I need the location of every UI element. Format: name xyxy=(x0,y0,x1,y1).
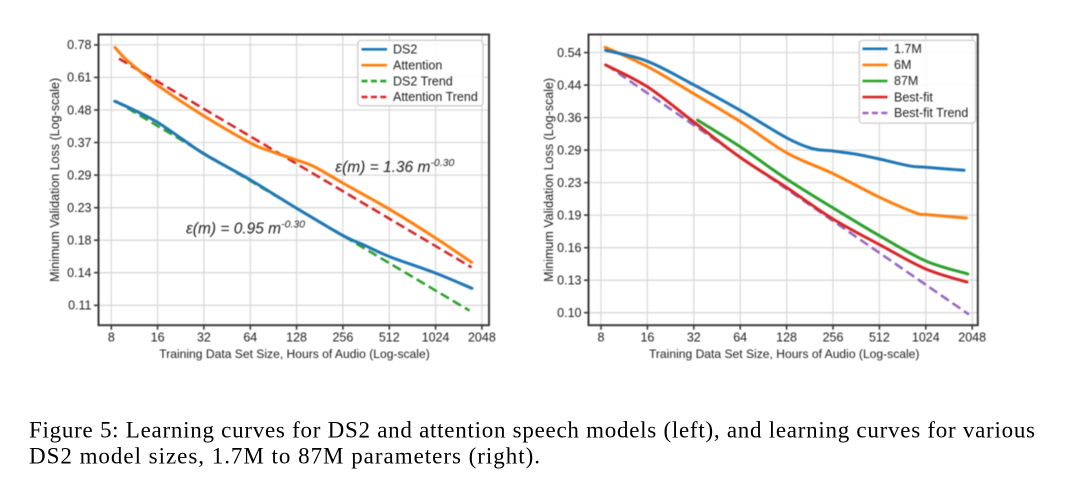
svg-text:0.44: 0.44 xyxy=(557,78,581,92)
svg-text:0.61: 0.61 xyxy=(67,71,91,85)
svg-text:Minimum Validation Loss (Log-s: Minimum Validation Loss (Log-scale) xyxy=(48,78,62,282)
svg-text:32: 32 xyxy=(197,331,211,345)
svg-text:256: 256 xyxy=(823,331,844,345)
svg-text:0.36: 0.36 xyxy=(557,111,581,125)
svg-text:1024: 1024 xyxy=(422,331,450,345)
svg-text:ε(m) = 0.95 m-0.30: ε(m) = 0.95 m-0.30 xyxy=(186,219,305,238)
svg-text:32: 32 xyxy=(687,331,701,345)
svg-text:16: 16 xyxy=(151,331,165,345)
svg-text:Figure 5: Learning curves for: Figure 5: Learning curves for DS2 and at… xyxy=(29,418,1035,443)
svg-text:87M: 87M xyxy=(894,74,918,88)
svg-text:DS2 Trend: DS2 Trend xyxy=(393,74,453,88)
svg-text:512: 512 xyxy=(869,331,890,345)
svg-text:6M: 6M xyxy=(894,58,911,72)
svg-text:512: 512 xyxy=(379,331,400,345)
svg-text:256: 256 xyxy=(332,331,353,345)
svg-text:0.13: 0.13 xyxy=(557,274,581,288)
svg-text:Minimum Validation Loss (Log-s: Minimum Validation Loss (Log-scale) xyxy=(542,78,556,282)
svg-text:0.48: 0.48 xyxy=(67,103,91,117)
svg-text:0.37: 0.37 xyxy=(67,136,91,150)
svg-text:Best-fit: Best-fit xyxy=(894,90,933,104)
svg-text:0.23: 0.23 xyxy=(557,176,581,190)
svg-text:ε(m) = 1.36 m-0.30: ε(m) = 1.36 m-0.30 xyxy=(335,157,454,176)
svg-text:0.29: 0.29 xyxy=(67,168,91,182)
svg-text:0.23: 0.23 xyxy=(67,201,91,215)
svg-text:1.7M: 1.7M xyxy=(894,42,922,56)
svg-text:128: 128 xyxy=(776,331,797,345)
svg-text:Best-fit Trend: Best-fit Trend xyxy=(894,106,968,120)
svg-text:0.16: 0.16 xyxy=(557,241,581,255)
svg-text:0.11: 0.11 xyxy=(68,299,91,313)
svg-text:64: 64 xyxy=(243,331,257,345)
svg-text:0.10: 0.10 xyxy=(557,306,581,320)
svg-text:Attention Trend: Attention Trend xyxy=(393,90,478,104)
svg-text:Training Data Set Size, Hours: Training Data Set Size, Hours of Audio (… xyxy=(649,347,919,361)
svg-text:0.19: 0.19 xyxy=(557,208,581,222)
svg-text:0.29: 0.29 xyxy=(557,143,581,157)
svg-text:1024: 1024 xyxy=(912,331,940,345)
svg-text:Attention: Attention xyxy=(393,58,442,72)
svg-text:2048: 2048 xyxy=(958,331,986,345)
svg-text:64: 64 xyxy=(733,331,747,345)
svg-text:0.54: 0.54 xyxy=(557,46,581,60)
svg-text:DS2: DS2 xyxy=(393,43,417,57)
svg-text:16: 16 xyxy=(640,331,654,345)
svg-text:0.14: 0.14 xyxy=(67,266,91,280)
svg-text:8: 8 xyxy=(598,331,605,345)
svg-text:8: 8 xyxy=(108,331,115,345)
svg-text:Training Data Set Size, Hours: Training Data Set Size, Hours of Audio (… xyxy=(159,347,429,361)
svg-text:0.18: 0.18 xyxy=(67,234,91,248)
svg-text:DS2 model sizes, 1.7M to 87M p: DS2 model sizes, 1.7M to 87M parameters … xyxy=(29,443,540,468)
svg-text:2048: 2048 xyxy=(468,331,496,345)
svg-text:0.78: 0.78 xyxy=(67,38,91,52)
svg-text:128: 128 xyxy=(286,331,307,345)
